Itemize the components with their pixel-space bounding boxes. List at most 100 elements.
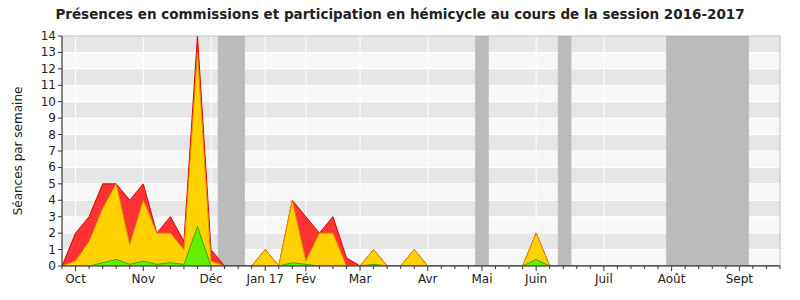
area [62, 52, 780, 266]
background [0, 0, 800, 300]
y-tick [58, 216, 62, 217]
x-tick-label: Mar [349, 272, 372, 286]
x-tick [156, 266, 157, 269]
x-tick-label: Juin [524, 272, 547, 286]
x-tick [481, 266, 482, 271]
x-tick [509, 266, 510, 269]
grid-line-x [536, 36, 537, 266]
y-tick-label: 9 [48, 111, 56, 125]
x-tick [305, 266, 306, 271]
y-tick-label: 10 [41, 95, 56, 109]
grid-line [62, 266, 780, 267]
x-tick [590, 266, 591, 269]
x-tick [780, 266, 781, 269]
areas [62, 36, 780, 266]
grid-line-x [427, 36, 428, 266]
y-tick-label: 0 [48, 259, 56, 273]
x-tick-label: Sept [726, 272, 754, 286]
x-tick [468, 266, 469, 269]
x-tick [197, 266, 198, 269]
y-tick-label: 12 [41, 62, 56, 76]
y-tick [58, 85, 62, 86]
x-tick [387, 266, 388, 269]
y-tick [58, 200, 62, 201]
x-tick [752, 266, 753, 269]
x-tick [183, 266, 184, 269]
y-tick [58, 101, 62, 102]
x-tick [170, 266, 171, 269]
x-tick [62, 266, 63, 269]
x-tick [658, 266, 659, 269]
x-tick-label: Août [658, 272, 686, 286]
y-tick-label: 14 [41, 29, 56, 43]
break-band [218, 36, 245, 266]
x-tick-label: Mai [471, 272, 492, 286]
x-tick [671, 266, 672, 271]
frame [62, 36, 780, 266]
x-tick [685, 266, 686, 269]
y-tick-label: 7 [48, 144, 56, 158]
y-tick-label: 2 [48, 226, 56, 240]
y-tick [58, 167, 62, 168]
x-tick [360, 266, 361, 271]
x-tick [116, 266, 117, 269]
break-band [475, 36, 489, 266]
break-band [558, 36, 572, 266]
grid-line-x [265, 36, 266, 266]
grid-line-x [603, 36, 604, 266]
y-tick [58, 118, 62, 119]
x-tick [725, 266, 726, 269]
x-tick [536, 266, 537, 271]
x-tick [319, 266, 320, 269]
x-tick [373, 266, 374, 269]
y-tick-label: 5 [48, 177, 56, 191]
x-tick [251, 266, 252, 269]
x-tick [712, 266, 713, 269]
grid-line-x [75, 36, 76, 266]
x-tick-label: Avr [418, 272, 438, 286]
x-tick [698, 266, 699, 269]
x-tick [346, 266, 347, 269]
x-tick [211, 266, 212, 271]
y-tick-label: 4 [48, 193, 56, 207]
x-tick-label: Déc [199, 272, 222, 286]
x-tick [522, 266, 523, 269]
x-tick [143, 266, 144, 271]
x-tick-label: Jan 17 [245, 272, 284, 286]
x-tick [603, 266, 604, 271]
y-tick [58, 266, 62, 267]
x-tick [766, 266, 767, 269]
x-tick [454, 266, 455, 269]
x-tick [549, 266, 550, 269]
x-tick [739, 266, 740, 271]
x-tick [576, 266, 577, 269]
y-tick-label: 1 [48, 243, 56, 257]
grid-line-x [360, 36, 361, 266]
x-tick [129, 266, 130, 269]
x-tick [563, 266, 564, 269]
y-tick [58, 52, 62, 53]
area [62, 227, 780, 266]
y-tick [58, 233, 62, 234]
x-tick [332, 266, 333, 269]
title: Présences en commissions et participatio… [55, 6, 744, 22]
y-tick [58, 183, 62, 184]
y-tick-label: 11 [41, 78, 56, 92]
x-tick [644, 266, 645, 269]
break-band [666, 36, 749, 266]
x-axis [62, 266, 780, 267]
area [62, 36, 780, 266]
x-tick [292, 266, 293, 269]
x-tick [630, 266, 631, 269]
y-label: Séances par semaine [11, 87, 25, 216]
x-tick [441, 266, 442, 269]
y-tick-label: 8 [48, 128, 56, 142]
y-tick-label: 13 [41, 45, 56, 59]
x-tick [75, 266, 76, 271]
x-tick [278, 266, 279, 269]
x-tick [224, 266, 225, 269]
y-tick [58, 36, 62, 37]
x-tick [400, 266, 401, 269]
x-tick [617, 266, 618, 269]
x-tick-label: Oct [65, 272, 86, 286]
